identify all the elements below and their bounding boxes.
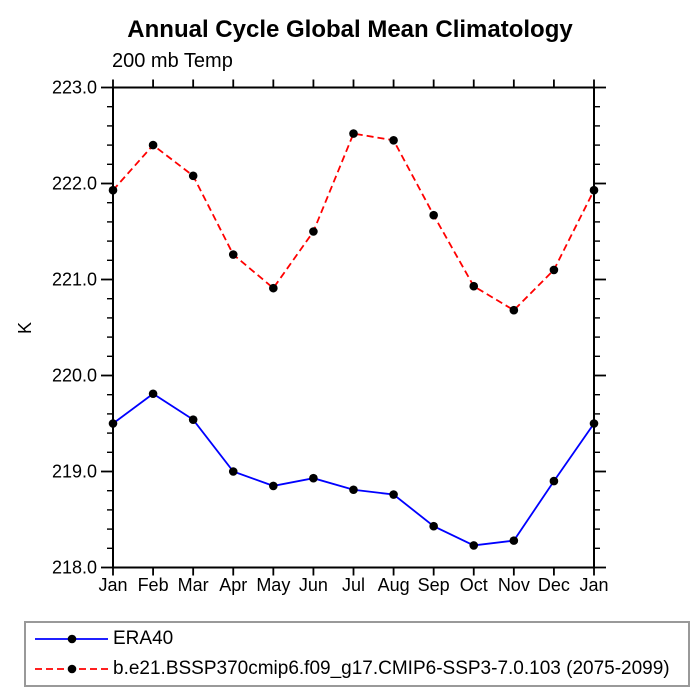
series-marker-era40 bbox=[429, 521, 438, 531]
legend-line-sample-solid bbox=[35, 634, 108, 644]
series-line-era40 bbox=[112, 392, 595, 547]
series-marker-era40 bbox=[188, 415, 198, 424]
legend-marker-dot bbox=[67, 634, 77, 644]
x-axis-month-label: Nov bbox=[498, 575, 530, 595]
series-marker-model bbox=[269, 283, 278, 293]
series-marker-era40 bbox=[108, 419, 118, 428]
series-marker-era40 bbox=[469, 541, 479, 550]
series-marker-model bbox=[429, 210, 438, 220]
x-axis-month-label: Aug bbox=[378, 575, 410, 595]
x-axis-month-label: Mar bbox=[178, 575, 209, 595]
series-marker-model bbox=[589, 185, 599, 195]
series-marker-era40 bbox=[269, 481, 278, 491]
plot-area: 218.0 219.0 220.0 221.0 222.0 223.0 Jan Feb Mar A… bbox=[15, 78, 609, 596]
series-marker-model bbox=[148, 140, 158, 150]
series-marker-era40 bbox=[509, 536, 519, 545]
x-axis-month-label: Oct bbox=[460, 575, 488, 595]
x-axis-month-label: Feb bbox=[138, 575, 169, 595]
series-marker-era40 bbox=[389, 490, 398, 499]
y-axis-tick-label: 220.0 bbox=[52, 366, 97, 386]
x-axis-month-label: Apr bbox=[219, 575, 247, 595]
y-axis-tick-label: 219.0 bbox=[52, 462, 97, 482]
x-axis-month-label: Dec bbox=[538, 575, 570, 595]
chart-subtitle: 200 mb Temp bbox=[112, 50, 233, 72]
series-marker-era40 bbox=[148, 389, 158, 399]
x-axis-month-label: May bbox=[256, 575, 290, 595]
y-axis-tick-label: 222.0 bbox=[52, 174, 97, 194]
legend-label-model: b.e21.BSSP370cmip6.f09_g17.CMIP6-SSP3-7.… bbox=[113, 658, 670, 679]
legend-line-sample-dashed bbox=[35, 664, 108, 674]
y-axis-tick-label: 223.0 bbox=[52, 78, 97, 98]
legend-label-era40: ERA40 bbox=[113, 628, 174, 649]
series-marker-model bbox=[509, 305, 519, 315]
legend-item-model: b.e21.BSSP370cmip6.f09_g17.CMIP6-SSP3-7.… bbox=[34, 655, 688, 684]
y-axis-tick-label: 221.0 bbox=[52, 270, 97, 290]
series-marker-model bbox=[389, 136, 398, 145]
legend-marker-dot bbox=[67, 664, 77, 674]
chart-title: Annual Cycle Global Mean Climatology bbox=[127, 16, 573, 43]
y-axis-tick-label: 218.0 bbox=[52, 558, 97, 578]
plot-frame bbox=[112, 86, 595, 569]
series-marker-era40 bbox=[549, 476, 559, 486]
legend-box: ERA40 b.e21.BSSP370cmip6.f09_g17.CMIP6-S… bbox=[24, 621, 690, 687]
y-axis-title: K bbox=[15, 322, 35, 334]
series-marker-model bbox=[228, 250, 238, 259]
x-axis-month-label: Jan bbox=[579, 575, 608, 595]
series-marker-era40 bbox=[228, 467, 238, 476]
series-line-model bbox=[112, 132, 595, 312]
x-axis-month-label: Jan bbox=[98, 575, 127, 595]
series-marker-era40 bbox=[589, 419, 599, 428]
x-axis-month-label: Jul bbox=[342, 575, 365, 595]
series-marker-model bbox=[349, 129, 358, 138]
series-marker-model bbox=[549, 265, 559, 275]
x-axis-month-label: Sep bbox=[418, 575, 450, 595]
series-marker-model bbox=[108, 185, 118, 195]
series-marker-model bbox=[309, 227, 318, 236]
legend-item-era40: ERA40 bbox=[34, 625, 688, 654]
x-axis-month-label: Jun bbox=[299, 575, 328, 595]
series-marker-model bbox=[469, 281, 479, 291]
series-marker-model bbox=[188, 171, 198, 181]
series-marker-era40 bbox=[349, 485, 358, 495]
series-marker-era40 bbox=[309, 473, 318, 483]
